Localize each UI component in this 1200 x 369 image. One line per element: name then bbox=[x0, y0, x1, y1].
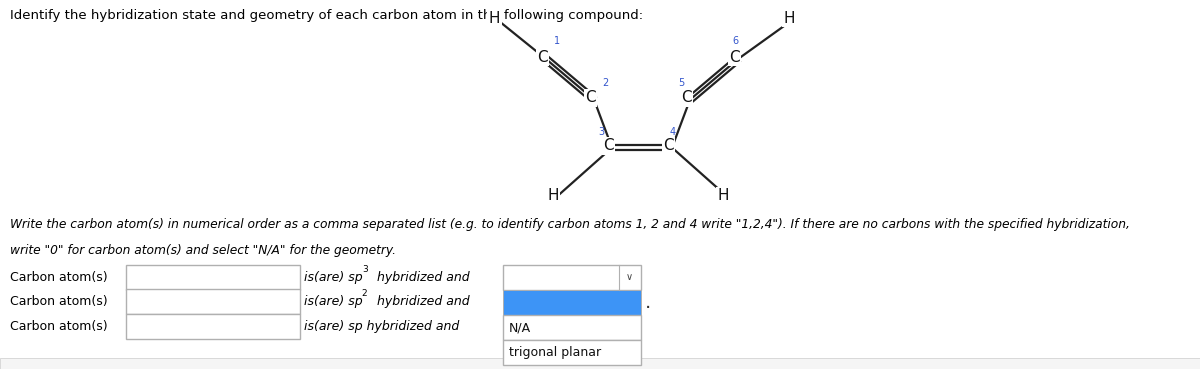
Bar bbox=[503, 340, 641, 365]
Text: Identify the hybridization state and geometry of each carbon atom in the followi: Identify the hybridization state and geo… bbox=[10, 9, 643, 22]
Text: trigonal planar: trigonal planar bbox=[509, 346, 601, 359]
Bar bbox=[126, 289, 300, 314]
Text: C: C bbox=[538, 50, 547, 65]
Text: hybridized and: hybridized and bbox=[373, 271, 469, 284]
Bar bbox=[126, 314, 300, 339]
Bar bbox=[126, 265, 300, 290]
Text: H: H bbox=[547, 188, 559, 203]
Text: Carbon atom(s): Carbon atom(s) bbox=[10, 271, 107, 284]
Text: H: H bbox=[718, 188, 730, 203]
Text: Write the carbon atom(s) in numerical order as a comma separated list (e.g. to i: Write the carbon atom(s) in numerical or… bbox=[10, 218, 1129, 231]
Bar bbox=[0, 358, 1200, 369]
Bar bbox=[503, 290, 641, 315]
Bar bbox=[503, 265, 641, 290]
Text: Carbon atom(s): Carbon atom(s) bbox=[10, 320, 107, 333]
Bar bbox=[503, 315, 641, 340]
Text: C: C bbox=[664, 138, 673, 153]
Text: 6: 6 bbox=[732, 36, 738, 46]
Text: 5: 5 bbox=[678, 78, 684, 88]
Text: write "0" for carbon atom(s) and select "N/A" for the geometry.: write "0" for carbon atom(s) and select … bbox=[10, 244, 396, 256]
Text: H: H bbox=[784, 11, 796, 26]
Text: .: . bbox=[644, 293, 650, 312]
Text: is(are) sp: is(are) sp bbox=[304, 271, 362, 284]
Text: is(are) sp: is(are) sp bbox=[304, 295, 362, 308]
Text: 2: 2 bbox=[362, 289, 367, 298]
Text: C: C bbox=[682, 90, 691, 105]
Text: C: C bbox=[604, 138, 613, 153]
Text: 3: 3 bbox=[362, 265, 367, 274]
Text: 4: 4 bbox=[670, 127, 676, 137]
Text: Carbon atom(s): Carbon atom(s) bbox=[10, 295, 107, 308]
Text: 3: 3 bbox=[599, 127, 605, 137]
Text: H: H bbox=[488, 11, 500, 26]
Text: 2: 2 bbox=[602, 78, 608, 88]
Text: is(are) sp hybridized and: is(are) sp hybridized and bbox=[304, 320, 458, 333]
Text: 1: 1 bbox=[554, 36, 560, 46]
Text: hybridized and: hybridized and bbox=[373, 295, 469, 308]
Text: ∨: ∨ bbox=[625, 272, 632, 283]
Text: N/A: N/A bbox=[509, 321, 530, 334]
Text: C: C bbox=[586, 90, 595, 105]
Text: C: C bbox=[730, 50, 739, 65]
